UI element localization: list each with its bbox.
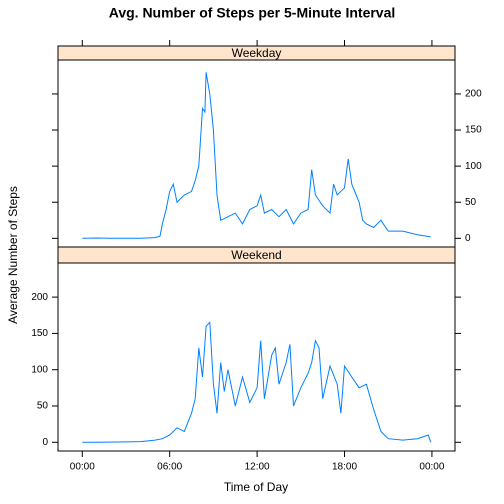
y-tick-label: 0 (42, 437, 48, 448)
x-tick-label: 18:00 (332, 462, 357, 473)
panel (57, 59, 456, 248)
y-tick-label: 200 (465, 89, 482, 100)
y-tick-label: 50 (465, 197, 477, 208)
x-tick-label: 06:00 (157, 462, 182, 473)
x-tick-label: 00:00 (419, 462, 444, 473)
y-tick-label: 200 (31, 292, 48, 303)
strip-label: Weekend (231, 248, 281, 262)
y-axis-label: Average Number of Steps (6, 186, 20, 324)
y-tick-label: 0 (465, 233, 471, 244)
chart-title: Avg. Number of Steps per 5-Minute Interv… (109, 5, 396, 21)
x-tick-label: 00:00 (70, 462, 95, 473)
y-tick-label: 100 (31, 364, 48, 375)
strip-label: Weekday (232, 46, 282, 60)
y-tick-label: 100 (465, 161, 482, 172)
y-tick-label: 150 (31, 328, 48, 339)
line-series (82, 321, 432, 443)
y-tick-label: 150 (465, 125, 482, 136)
panel (57, 262, 456, 452)
line-series (82, 72, 431, 239)
x-axis-label: Time of Day (224, 480, 288, 494)
y-tick-label: 50 (37, 401, 49, 412)
x-tick-label: 12:00 (245, 462, 270, 473)
